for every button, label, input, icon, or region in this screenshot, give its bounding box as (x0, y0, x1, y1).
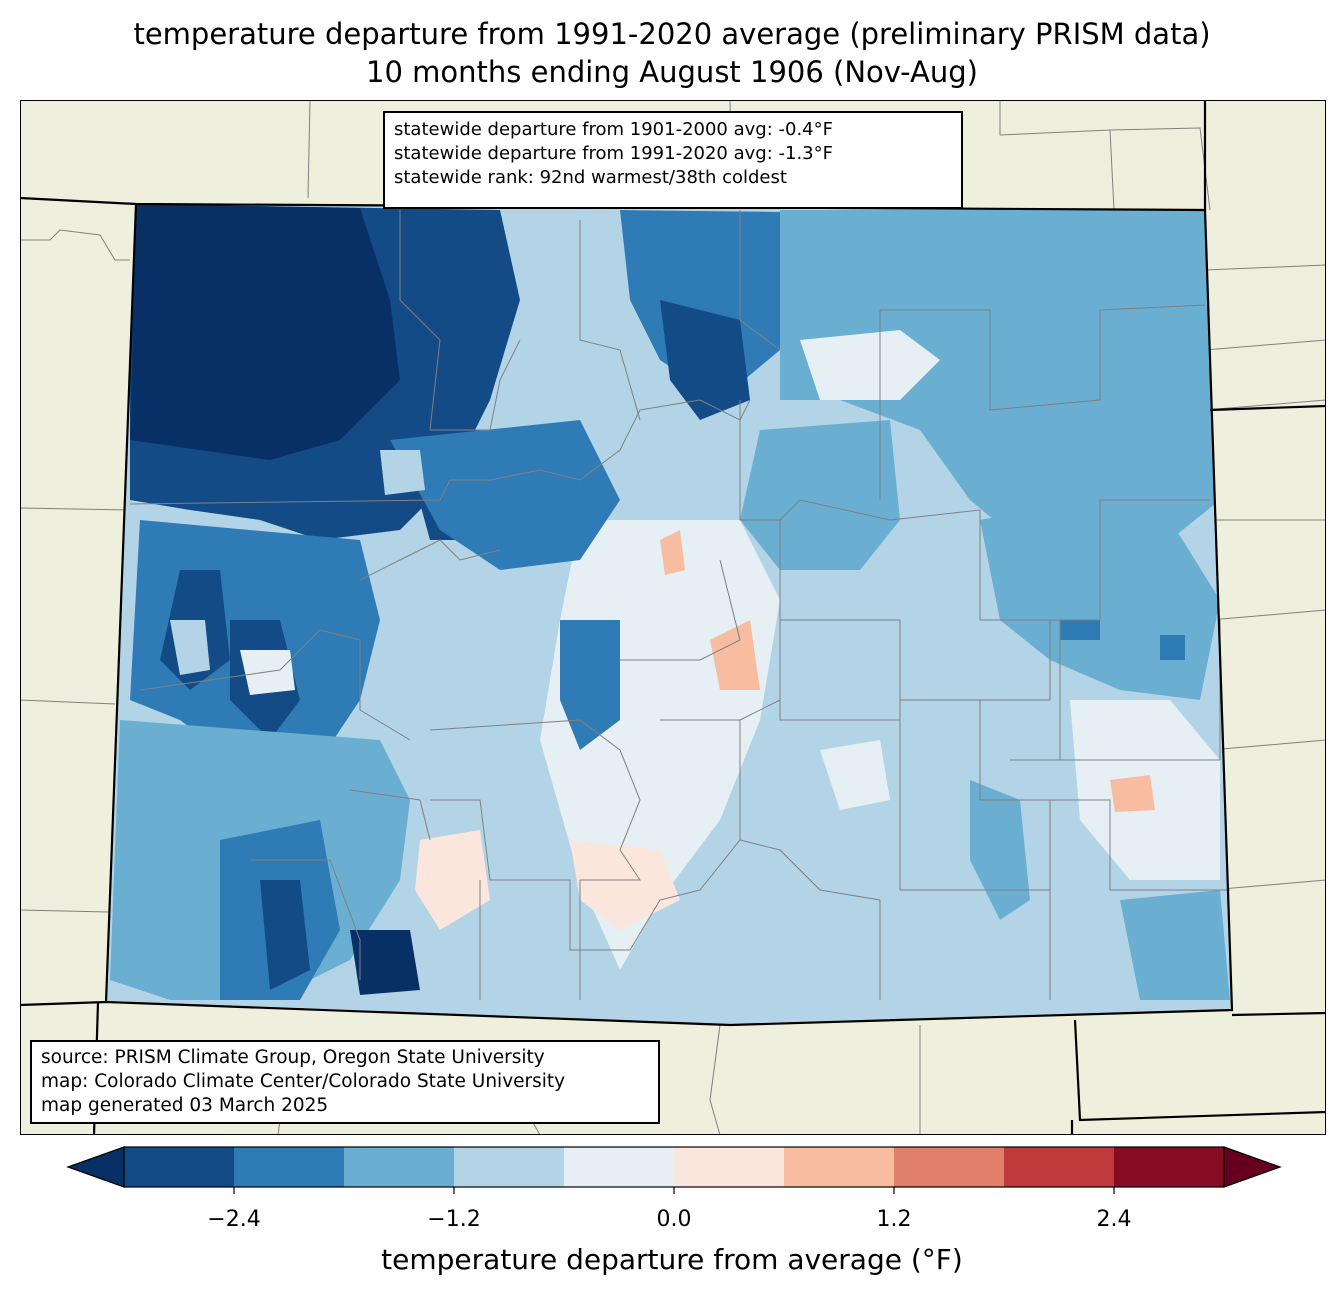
colorbar-segment (564, 1147, 674, 1187)
colorbar-segment (1004, 1147, 1114, 1187)
colorbar-tick: −1.2 (427, 1207, 481, 1232)
source-box: source: PRISM Climate Group, Oregon Stat… (30, 1040, 660, 1124)
colorbar-tick: 0.0 (656, 1207, 692, 1232)
departure-field (106, 204, 1232, 1025)
colorbar-segments (66, 1146, 1282, 1188)
colorbar-extend-low (66, 1146, 125, 1188)
colorbar-segment (894, 1147, 1004, 1187)
colorbar-extend-high (1223, 1146, 1282, 1188)
map-title-line1: temperature departure from 1991-2020 ave… (133, 17, 1211, 51)
source-line3: map generated 03 March 2025 (41, 1095, 329, 1116)
colorbar-segment (124, 1147, 234, 1187)
colorbar-ticks (233, 1187, 1115, 1194)
colorbar (66, 1146, 1282, 1194)
stats-line2: statewide departure from 1991-2020 avg: … (394, 143, 833, 164)
colorbar-tick: 2.4 (1096, 1207, 1132, 1232)
county-borders (129, 210, 1230, 1000)
source-line2: map: Colorado Climate Center/Colorado St… (41, 1071, 566, 1092)
temperature-departure-map (20, 100, 1326, 1135)
stats-line3: statewide rank: 92nd warmest/38th coldes… (394, 167, 787, 188)
colorbar-segment (674, 1147, 784, 1187)
colorbar-segment (344, 1147, 454, 1187)
colorbar-segment (784, 1147, 894, 1187)
colorbar-label: temperature departure from average (°F) (381, 1243, 963, 1276)
colorbar-segment (1114, 1147, 1224, 1187)
source-line1: source: PRISM Climate Group, Oregon Stat… (41, 1047, 545, 1068)
colorbar-tick: −2.4 (207, 1207, 261, 1232)
colorbar-tick: 1.2 (876, 1207, 912, 1232)
map-title-line2: 10 months ending August 1906 (Nov-Aug) (366, 55, 978, 89)
colorbar-segment (234, 1147, 344, 1187)
stats-line1: statewide departure from 1901-2000 avg: … (394, 119, 833, 140)
colorbar-segment (454, 1147, 564, 1187)
statewide-stats-box: statewide departure from 1901-2000 avg: … (383, 111, 963, 209)
